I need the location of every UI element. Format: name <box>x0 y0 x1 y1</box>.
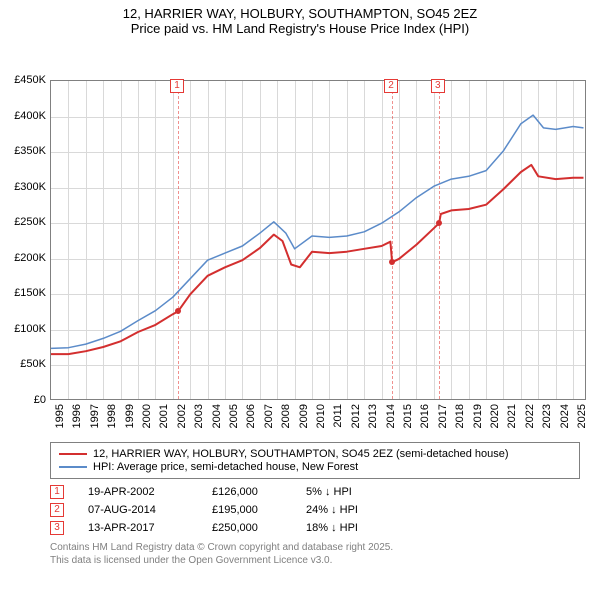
x-axis-label: 2020 <box>489 404 501 428</box>
transaction-row: 3 13-APR-2017 £250,000 18% ↓ HPI <box>50 521 580 535</box>
x-axis-label: 2024 <box>559 404 571 428</box>
title-address: 12, HARRIER WAY, HOLBURY, SOUTHAMPTON, S… <box>0 6 600 21</box>
y-axis-label: £350K <box>4 145 46 157</box>
transaction-diff: 18% ↓ HPI <box>306 522 396 534</box>
legend-label: HPI: Average price, semi-detached house,… <box>93 461 358 473</box>
y-axis-label: £150K <box>4 287 46 299</box>
sale-marker-number: 3 <box>431 79 445 93</box>
transaction-row: 2 07-AUG-2014 £195,000 24% ↓ HPI <box>50 503 580 517</box>
x-axis-label: 2018 <box>454 404 466 428</box>
legend: 12, HARRIER WAY, HOLBURY, SOUTHAMPTON, S… <box>50 442 580 479</box>
x-axis-label: 2003 <box>193 404 205 428</box>
legend-label: 12, HARRIER WAY, HOLBURY, SOUTHAMPTON, S… <box>93 448 509 460</box>
x-axis-label: 2021 <box>506 404 518 428</box>
footer-line-2: This data is licensed under the Open Gov… <box>50 554 580 567</box>
transaction-number: 3 <box>50 521 64 535</box>
transaction-price: £250,000 <box>212 522 282 534</box>
chart-area: £0 £50K £100K £150K £200K £250K £300K £350K £400… <box>0 36 600 434</box>
series-svg <box>51 81 587 401</box>
x-axis-label: 2008 <box>280 404 292 428</box>
x-axis-label: 2022 <box>524 404 536 428</box>
x-axis-label: 2017 <box>437 404 449 428</box>
x-axis-label: 1999 <box>124 404 136 428</box>
x-axis-label: 2012 <box>350 404 362 428</box>
y-axis-label: £0 <box>4 394 46 406</box>
x-axis-label: 2007 <box>263 404 275 428</box>
series-hpi <box>51 115 584 348</box>
sale-dot <box>389 259 395 265</box>
x-axis-label: 1995 <box>54 404 66 428</box>
legend-row: HPI: Average price, semi-detached house,… <box>59 461 571 473</box>
legend-swatch <box>59 453 87 455</box>
x-axis-label: 2005 <box>228 404 240 428</box>
transaction-date: 13-APR-2017 <box>88 522 188 534</box>
transaction-price: £195,000 <box>212 504 282 516</box>
x-axis-label: 2014 <box>385 404 397 428</box>
x-axis-label: 2004 <box>211 404 223 428</box>
x-axis-label: 1998 <box>106 404 118 428</box>
x-axis-label: 2025 <box>576 404 588 428</box>
x-axis-label: 2009 <box>298 404 310 428</box>
x-axis-label: 2016 <box>419 404 431 428</box>
x-axis-label: 2010 <box>315 404 327 428</box>
y-axis-label: £100K <box>4 323 46 335</box>
x-axis-label: 2000 <box>141 404 153 428</box>
x-axis-label: 2023 <box>541 404 553 428</box>
y-axis-label: £50K <box>4 358 46 370</box>
y-axis-label: £400K <box>4 110 46 122</box>
sale-marker-number: 2 <box>384 79 398 93</box>
transaction-diff: 5% ↓ HPI <box>306 486 396 498</box>
transaction-date: 19-APR-2002 <box>88 486 188 498</box>
footer: Contains HM Land Registry data © Crown c… <box>50 541 580 567</box>
x-axis-label: 2011 <box>332 404 344 428</box>
footer-line-1: Contains HM Land Registry data © Crown c… <box>50 541 580 554</box>
transaction-price: £126,000 <box>212 486 282 498</box>
sale-marker-number: 1 <box>170 79 184 93</box>
x-axis-label: 2013 <box>367 404 379 428</box>
transaction-diff: 24% ↓ HPI <box>306 504 396 516</box>
transaction-number: 2 <box>50 503 64 517</box>
chart-container: 12, HARRIER WAY, HOLBURY, SOUTHAMPTON, S… <box>0 0 600 567</box>
transaction-date: 07-AUG-2014 <box>88 504 188 516</box>
x-axis-label: 1997 <box>89 404 101 428</box>
x-axis-label: 1996 <box>71 404 83 428</box>
plot-area <box>50 80 586 400</box>
legend-swatch <box>59 466 87 468</box>
transaction-number: 1 <box>50 485 64 499</box>
y-axis-label: £450K <box>4 74 46 86</box>
transaction-row: 1 19-APR-2002 £126,000 5% ↓ HPI <box>50 485 580 499</box>
y-axis-label: £250K <box>4 216 46 228</box>
x-axis-label: 2015 <box>402 404 414 428</box>
x-axis-label: 2019 <box>472 404 484 428</box>
title-block: 12, HARRIER WAY, HOLBURY, SOUTHAMPTON, S… <box>0 0 600 36</box>
x-axis-label: 2002 <box>176 404 188 428</box>
title-subtitle: Price paid vs. HM Land Registry's House … <box>0 21 600 36</box>
x-axis-label: 2001 <box>158 404 170 428</box>
legend-row: 12, HARRIER WAY, HOLBURY, SOUTHAMPTON, S… <box>59 448 571 460</box>
sale-dot <box>175 308 181 314</box>
x-axis-label: 2006 <box>245 404 257 428</box>
sale-dot <box>436 220 442 226</box>
y-axis-label: £300K <box>4 181 46 193</box>
y-axis-label: £200K <box>4 252 46 264</box>
transaction-table: 1 19-APR-2002 £126,000 5% ↓ HPI 2 07-AUG-2014… <box>50 485 580 535</box>
